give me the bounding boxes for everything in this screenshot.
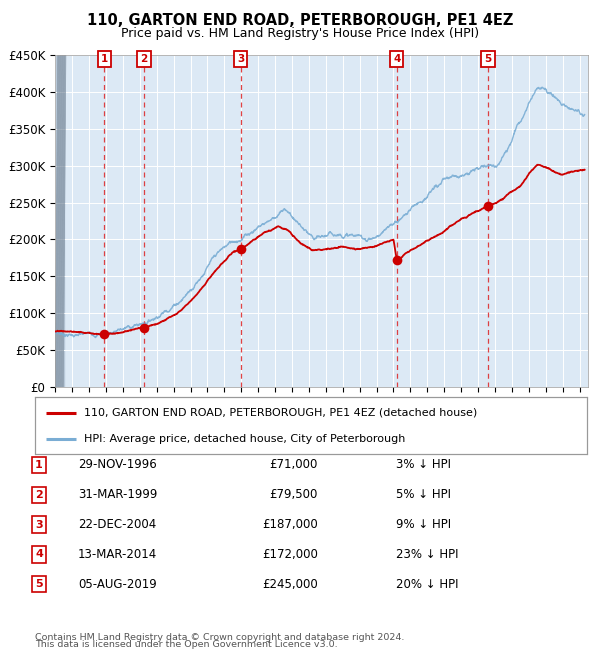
Text: 2: 2 <box>140 54 148 64</box>
Text: 2: 2 <box>35 489 43 500</box>
Text: £245,000: £245,000 <box>262 578 318 591</box>
Text: 05-AUG-2019: 05-AUG-2019 <box>78 578 157 591</box>
Text: 4: 4 <box>393 54 401 64</box>
Text: 4: 4 <box>35 549 43 560</box>
Text: 29-NOV-1996: 29-NOV-1996 <box>78 458 157 471</box>
Text: 20% ↓ HPI: 20% ↓ HPI <box>396 578 458 591</box>
Text: This data is licensed under the Open Government Licence v3.0.: This data is licensed under the Open Gov… <box>35 640 337 649</box>
Text: 110, GARTON END ROAD, PETERBOROUGH, PE1 4EZ: 110, GARTON END ROAD, PETERBOROUGH, PE1 … <box>87 13 513 28</box>
Bar <box>55 55 64 387</box>
Text: 23% ↓ HPI: 23% ↓ HPI <box>396 548 458 561</box>
Text: 5: 5 <box>484 54 491 64</box>
Text: 3: 3 <box>237 54 244 64</box>
Text: 110, GARTON END ROAD, PETERBOROUGH, PE1 4EZ (detached house): 110, GARTON END ROAD, PETERBOROUGH, PE1 … <box>85 408 478 417</box>
Text: 13-MAR-2014: 13-MAR-2014 <box>78 548 157 561</box>
Text: 3: 3 <box>35 519 43 530</box>
Text: 31-MAR-1999: 31-MAR-1999 <box>78 488 157 501</box>
Text: 1: 1 <box>35 460 43 470</box>
Text: 9% ↓ HPI: 9% ↓ HPI <box>396 518 451 531</box>
Text: Contains HM Land Registry data © Crown copyright and database right 2024.: Contains HM Land Registry data © Crown c… <box>35 633 404 642</box>
Text: 5% ↓ HPI: 5% ↓ HPI <box>396 488 451 501</box>
Text: £172,000: £172,000 <box>262 548 318 561</box>
Text: 1: 1 <box>101 54 108 64</box>
Text: £71,000: £71,000 <box>269 458 318 471</box>
Text: Price paid vs. HM Land Registry's House Price Index (HPI): Price paid vs. HM Land Registry's House … <box>121 27 479 40</box>
Text: £187,000: £187,000 <box>262 518 318 531</box>
Text: 5: 5 <box>35 579 43 590</box>
Text: £79,500: £79,500 <box>269 488 318 501</box>
Text: 3% ↓ HPI: 3% ↓ HPI <box>396 458 451 471</box>
Text: HPI: Average price, detached house, City of Peterborough: HPI: Average price, detached house, City… <box>85 434 406 445</box>
Text: 22-DEC-2004: 22-DEC-2004 <box>78 518 156 531</box>
